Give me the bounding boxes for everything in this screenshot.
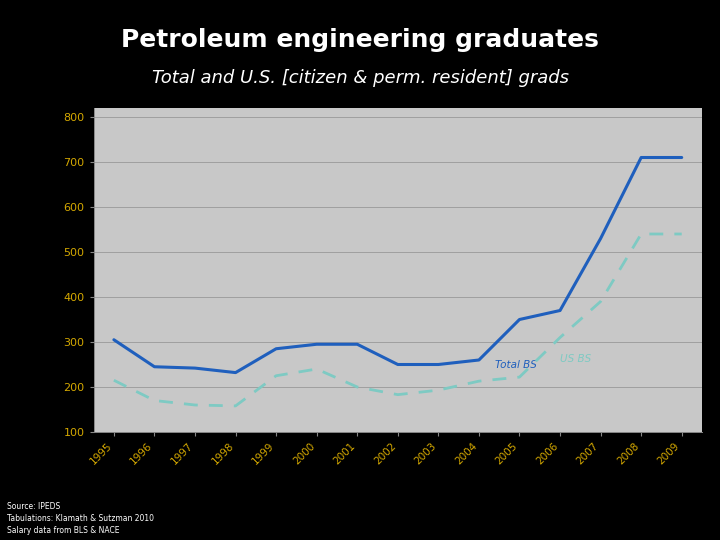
Text: Total BS: Total BS	[495, 360, 537, 370]
Text: Petroleum engineering graduates: Petroleum engineering graduates	[121, 29, 599, 52]
Text: Total and U.S. [citizen & perm. resident] grads: Total and U.S. [citizen & perm. resident…	[151, 69, 569, 87]
Text: Source: IPEDS
Tabulations: Klamath & Sutzman 2010
Salary data from BLS & NACE: Source: IPEDS Tabulations: Klamath & Sut…	[7, 502, 154, 535]
Text: US BS: US BS	[560, 354, 591, 364]
